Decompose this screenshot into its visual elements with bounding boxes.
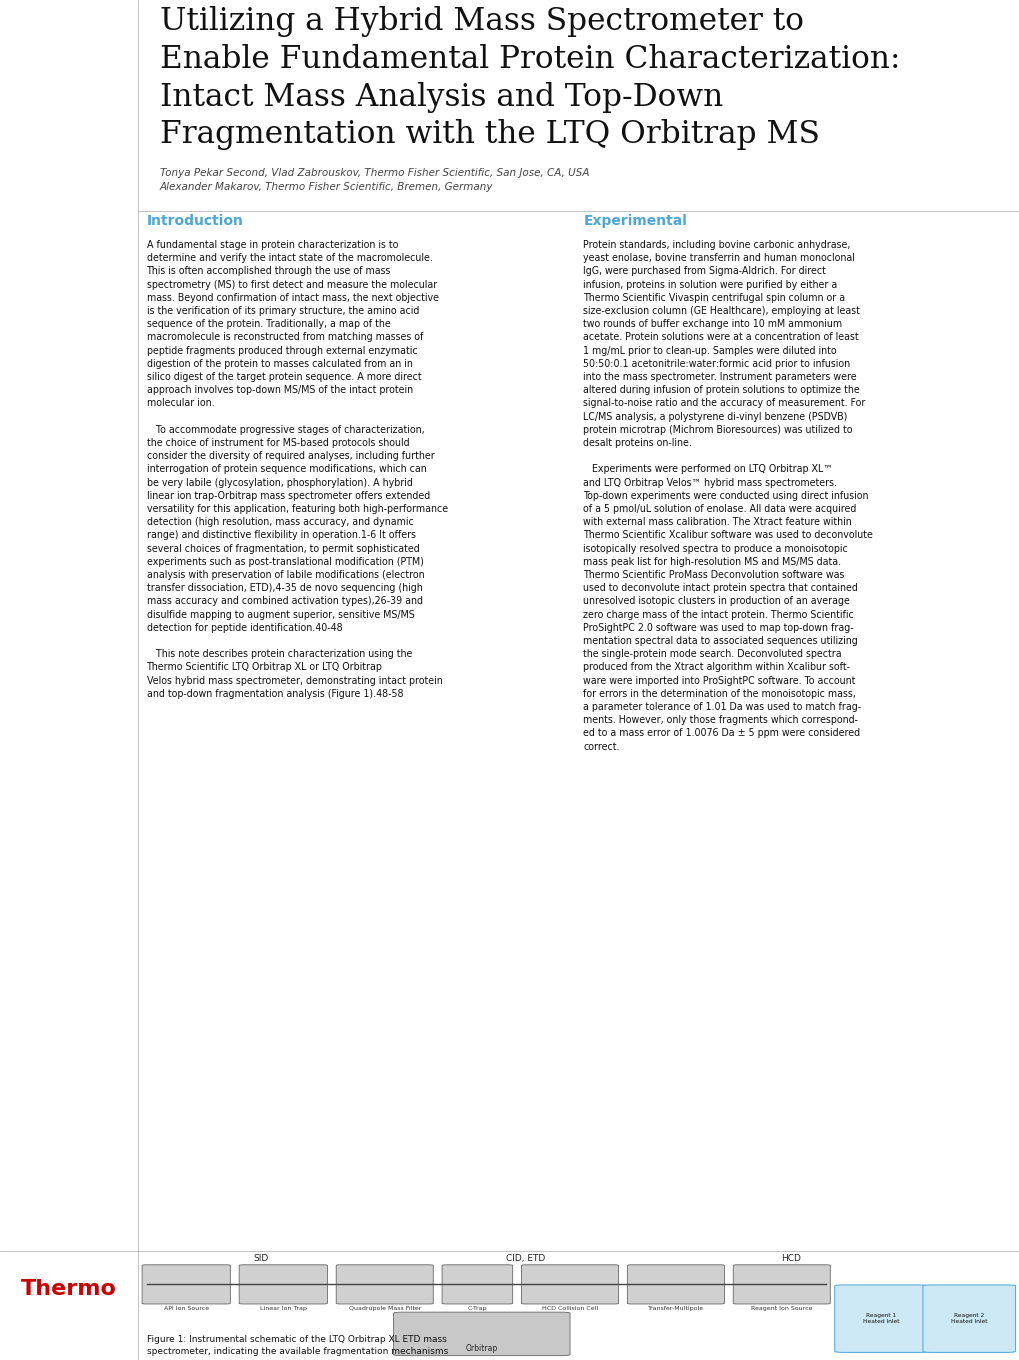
Text: Orbitrap: Orbitrap: [466, 1345, 497, 1353]
FancyBboxPatch shape: [733, 1265, 829, 1304]
Text: HCD Collision Cell: HCD Collision Cell: [541, 1306, 597, 1311]
Text: • LTQ Orbitrap XL: • LTQ Orbitrap XL: [11, 362, 127, 374]
FancyBboxPatch shape: [142, 1265, 230, 1304]
Text: Key Words: Key Words: [16, 242, 96, 256]
Text: Thermo: Thermo: [21, 1280, 116, 1299]
FancyBboxPatch shape: [238, 1265, 327, 1304]
Text: Experimental: Experimental: [583, 214, 687, 228]
Text: SID: SID: [254, 1254, 269, 1263]
Text: Protein standards, including bovine carbonic anhydrase,
yeast enolase, bovine tr: Protein standards, including bovine carb…: [583, 239, 872, 752]
Text: Reagent 2
Heated Inlet: Reagent 2 Heated Inlet: [950, 1312, 986, 1325]
Text: Transfer-Multipole: Transfer-Multipole: [647, 1306, 703, 1311]
Text: • Electron Transfer
Dissociation ETD: • Electron Transfer Dissociation ETD: [11, 590, 137, 620]
Text: CID, ETD: CID, ETD: [505, 1254, 545, 1263]
FancyBboxPatch shape: [627, 1265, 723, 1304]
Text: SCIENTIFIC: SCIENTIFIC: [37, 1325, 101, 1334]
Text: Reagent Ion Source: Reagent Ion Source: [750, 1306, 812, 1311]
Text: • Applied
Fragmentation
Techniques: • Applied Fragmentation Techniques: [11, 465, 109, 511]
Text: • Top-Down
Proteomics: • Top-Down Proteomics: [11, 695, 88, 724]
Text: Quadrupole Mass Filter: Quadrupole Mass Filter: [348, 1306, 421, 1311]
Text: Tonya Pekar Second, Vlad Zabrouskov, Thermo Fisher Scientific, San Jose, CA, USA: Tonya Pekar Second, Vlad Zabrouskov, The…: [160, 169, 589, 192]
Text: HCD: HCD: [780, 1254, 800, 1263]
Text: Utilizing a Hybrid Mass Spectrometer to
Enable Fundamental Protein Characterizat: Utilizing a Hybrid Mass Spectrometer to …: [160, 7, 900, 151]
FancyBboxPatch shape: [521, 1265, 618, 1304]
FancyBboxPatch shape: [441, 1265, 513, 1304]
Text: A fundamental stage in protein characterization is to
determine and verify the i: A fundamental stage in protein character…: [147, 239, 447, 699]
Text: Introduction: Introduction: [147, 214, 244, 228]
FancyBboxPatch shape: [393, 1312, 570, 1356]
FancyBboxPatch shape: [834, 1285, 926, 1352]
FancyBboxPatch shape: [336, 1265, 433, 1304]
FancyBboxPatch shape: [922, 1285, 1015, 1352]
Text: Reagent 1
Heated Inlet: Reagent 1 Heated Inlet: [862, 1312, 899, 1325]
Text: • LTQ Orbitrap Velos: • LTQ Orbitrap Velos: [11, 299, 146, 313]
Text: C-Trap: C-Trap: [467, 1306, 487, 1311]
Text: Application
Note: 498: Application Note: 498: [16, 84, 119, 120]
Text: API Ion Source: API Ion Source: [163, 1306, 209, 1311]
Text: Figure 1: Instrumental schematic of the LTQ Orbitrap XL ETD mass
spectrometer, i: Figure 1: Instrumental schematic of the …: [147, 1336, 447, 1356]
Text: Linear Ion Trap: Linear Ion Trap: [260, 1306, 307, 1311]
